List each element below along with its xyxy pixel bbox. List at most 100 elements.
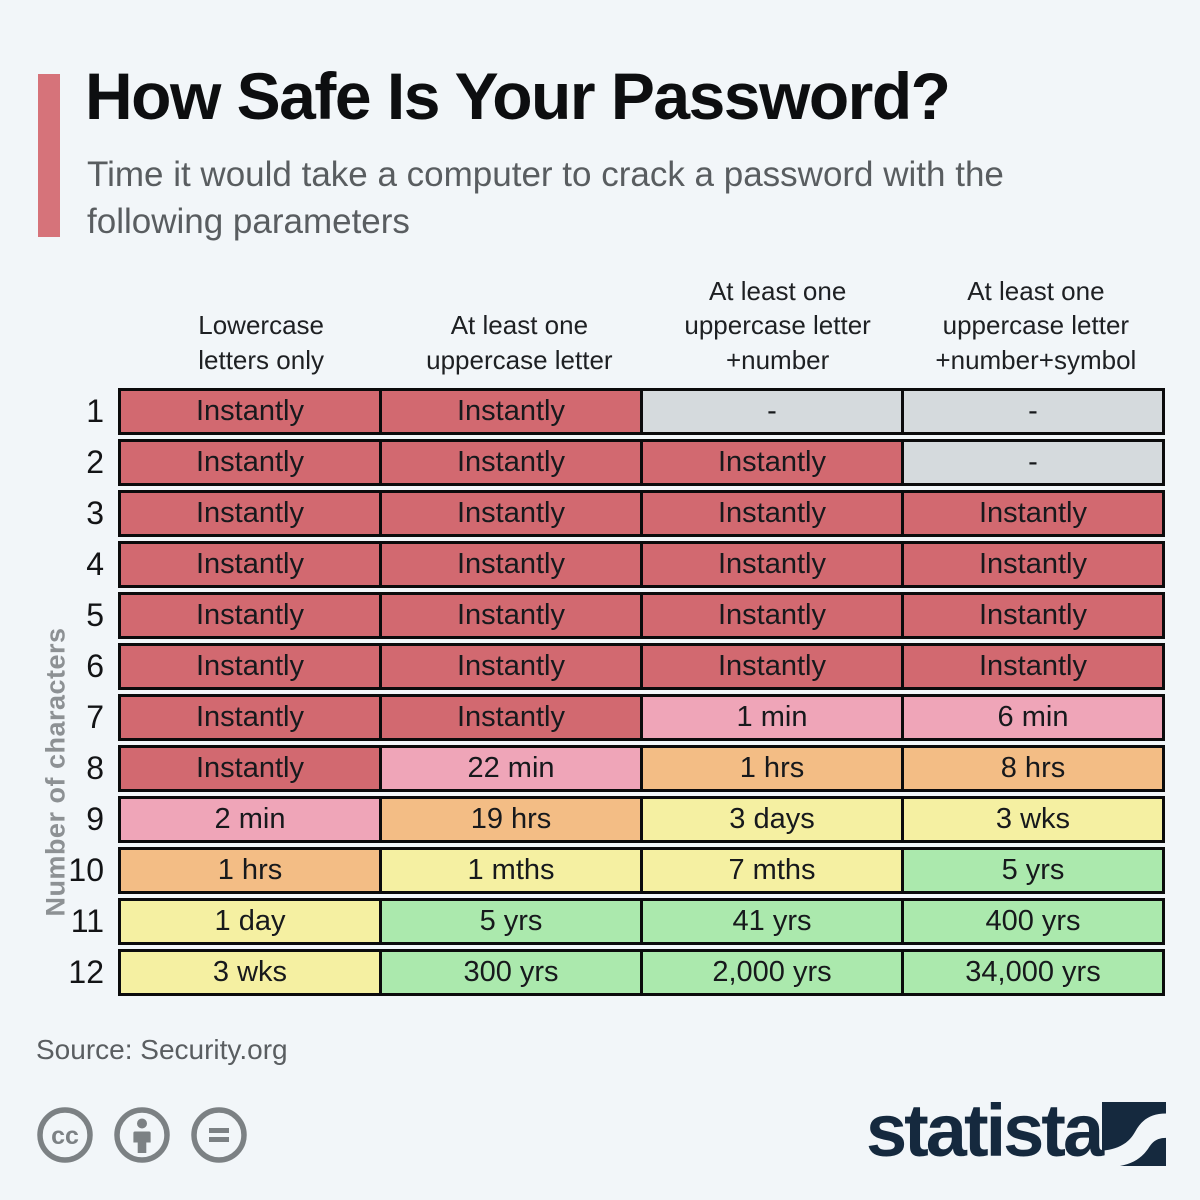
table-cell: 6 min — [901, 697, 1162, 738]
table-cell: 3 days — [640, 799, 901, 840]
row-number: 5 — [86, 597, 104, 633]
table-row: 8 Instantly 22 min 1 hrs 8 hrs — [0, 745, 1165, 792]
table-cell: Instantly — [379, 391, 640, 432]
license-icons: cc — [36, 1106, 248, 1164]
row-cells: 1 day 5 yrs 41 yrs 400 yrs — [118, 898, 1165, 945]
row-cells: Instantly Instantly Instantly - — [118, 439, 1165, 486]
table-cell: 3 wks — [901, 799, 1162, 840]
table-cell: Instantly — [901, 595, 1162, 636]
table-cell: - — [640, 391, 901, 432]
table-row: 3 Instantly Instantly Instantly Instantly — [0, 490, 1165, 537]
table-cell: Instantly — [379, 646, 640, 687]
table-cell: Instantly — [640, 442, 901, 483]
table-cell: Instantly — [901, 493, 1162, 534]
table-cell: 8 hrs — [901, 748, 1162, 789]
attribution-person-icon — [113, 1106, 171, 1164]
table-cell: 19 hrs — [379, 799, 640, 840]
svg-text:cc: cc — [51, 1122, 79, 1150]
table-cell: 41 yrs — [640, 901, 901, 942]
row-cells: Instantly Instantly Instantly Instantly — [118, 592, 1165, 639]
table-row: 1 Instantly Instantly - - — [0, 388, 1165, 435]
row-cells: Instantly Instantly Instantly Instantly — [118, 541, 1165, 588]
table-cell: 1 hrs — [121, 850, 379, 891]
table-cell: Instantly — [121, 391, 379, 432]
column-header: At least one uppercase letter +number+sy… — [935, 276, 1137, 375]
table-cell: Instantly — [379, 595, 640, 636]
table-row: 11 1 day 5 yrs 41 yrs 400 yrs — [0, 898, 1165, 945]
table-cell: Instantly — [121, 697, 379, 738]
row-cells: Instantly Instantly - - — [118, 388, 1165, 435]
table-row: 10 1 hrs 1 mths 7 mths 5 yrs — [0, 847, 1165, 894]
no-derivatives-equals-icon — [190, 1106, 248, 1164]
table-cell: 5 yrs — [901, 850, 1162, 891]
password-table: 1 Instantly Instantly - -2 Instantly Instantly… — [0, 388, 1165, 1000]
row-number: 6 — [86, 648, 104, 684]
row-number: 8 — [86, 750, 104, 786]
table-cell: Instantly — [379, 493, 640, 534]
row-cells: Instantly Instantly Instantly Instantly — [118, 490, 1165, 537]
source-text: Source: Security.org — [36, 1034, 288, 1065]
y-axis-label: Number of characters — [40, 627, 71, 917]
table-cell: 34,000 yrs — [901, 952, 1162, 993]
statista-logo-icon — [1102, 1102, 1166, 1166]
table-cell: Instantly — [901, 544, 1162, 585]
row-number: 11 — [70, 903, 104, 939]
cc-icon: cc — [36, 1106, 94, 1164]
row-cells: 3 wks 300 yrs 2,000 yrs 34,000 yrs — [118, 949, 1165, 996]
table-cell: Instantly — [121, 748, 379, 789]
table-cell: 3 wks — [121, 952, 379, 993]
row-cells: Instantly Instantly Instantly Instantly — [118, 643, 1165, 690]
row-number: 3 — [86, 495, 104, 531]
table-cell: 1 min — [640, 697, 901, 738]
table-cell: 1 hrs — [640, 748, 901, 789]
row-number: 4 — [86, 546, 104, 582]
row-number: 1 — [86, 393, 104, 429]
table-cell: Instantly — [121, 595, 379, 636]
table-cell: Instantly — [379, 442, 640, 483]
row-number: 12 — [68, 954, 104, 990]
table-row: 12 3 wks 300 yrs 2,000 yrs 34,000 yrs — [0, 949, 1165, 996]
row-number: 2 — [86, 444, 104, 480]
table-cell: 1 day — [121, 901, 379, 942]
table-cell: 22 min — [379, 748, 640, 789]
row-cells: 1 hrs 1 mths 7 mths 5 yrs — [118, 847, 1165, 894]
statista-logo-text: statista — [866, 1089, 1104, 1172]
table-row: 6 Instantly Instantly Instantly Instantly — [0, 643, 1165, 690]
table-cell: 2,000 yrs — [640, 952, 901, 993]
column-header: Lowercase letters only — [198, 310, 324, 375]
table-cell: 2 min — [121, 799, 379, 840]
table-cell: Instantly — [121, 442, 379, 483]
row-cells: Instantly 22 min 1 hrs 8 hrs — [118, 745, 1165, 792]
table-cell: 7 mths — [640, 850, 901, 891]
table-cell: Instantly — [640, 646, 901, 687]
row-cells: 2 min 19 hrs 3 days 3 wks — [118, 796, 1165, 843]
row-number: 10 — [68, 852, 104, 888]
page-subtitle: Time it would take a computer to crack a… — [87, 155, 1004, 241]
row-number: 9 — [86, 801, 104, 837]
title-accent-bar — [38, 74, 60, 237]
table-cell: 400 yrs — [901, 901, 1162, 942]
table-row: 2 Instantly Instantly Instantly - — [0, 439, 1165, 486]
table-cell: 1 mths — [379, 850, 640, 891]
column-header: At least one uppercase letter — [426, 310, 613, 375]
table-cell: - — [901, 391, 1162, 432]
table-cell: Instantly — [121, 544, 379, 585]
table-cell: - — [901, 442, 1162, 483]
page-title: How Safe Is Your Password? — [85, 59, 951, 133]
row-cells: Instantly Instantly 1 min 6 min — [118, 694, 1165, 741]
table-row: 5 Instantly Instantly Instantly Instantly — [0, 592, 1165, 639]
table-cell: Instantly — [640, 544, 901, 585]
table-cell: Instantly — [379, 697, 640, 738]
table-cell: Instantly — [379, 544, 640, 585]
column-headers: Lowercase letters only At least one upper… — [132, 268, 1165, 386]
table-cell: Instantly — [640, 595, 901, 636]
table-cell: Instantly — [121, 493, 379, 534]
table-cell: 5 yrs — [379, 901, 640, 942]
table-cell: 300 yrs — [379, 952, 640, 993]
table-cell: Instantly — [901, 646, 1162, 687]
table-row: 9 2 min 19 hrs 3 days 3 wks — [0, 796, 1165, 843]
table-cell: Instantly — [121, 646, 379, 687]
column-header: At least one uppercase letter +number — [684, 276, 871, 375]
row-number: 7 — [86, 699, 104, 735]
table-row: 7 Instantly Instantly 1 min 6 min — [0, 694, 1165, 741]
